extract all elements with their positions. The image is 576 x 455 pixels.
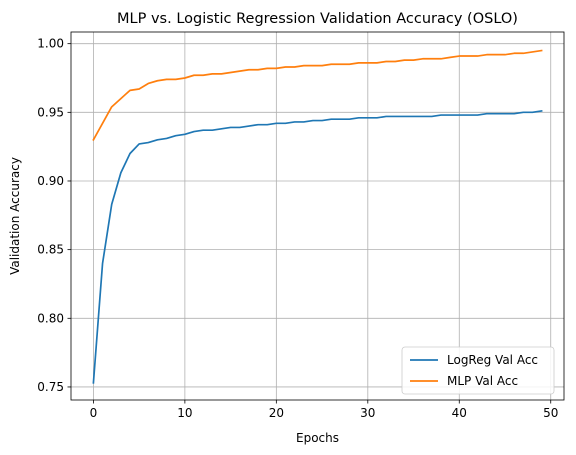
x-tick-label: 20 xyxy=(269,406,284,420)
legend-label-logreg: LogReg Val Acc xyxy=(447,353,538,367)
legend-box xyxy=(401,346,555,395)
series-line-mlp-val-acc xyxy=(92,49,543,141)
chart-title: MLP vs. Logistic Regression Validation A… xyxy=(117,11,518,27)
y-tick-label: 0.95 xyxy=(37,105,64,119)
y-tick-label: 0.85 xyxy=(37,243,64,257)
series-line-logreg-val-acc xyxy=(92,109,543,384)
axes-layer: 0 10 20 30 40 50 0.75 0.80 0.85 0.90 0.95 1.00 xyxy=(37,31,565,420)
grid-layer xyxy=(71,32,564,400)
y-tick-label: 0.80 xyxy=(37,311,64,325)
y-tick-label: 0.90 xyxy=(37,174,64,188)
series-layer xyxy=(92,49,543,384)
x-axis-label: Epochs xyxy=(296,431,339,445)
legend-label-mlp: MLP Val Acc xyxy=(447,374,518,388)
plot-frame xyxy=(70,31,565,401)
x-tick-label: 50 xyxy=(543,406,558,420)
x-tick-label: 0 xyxy=(90,406,98,420)
y-axis-label: Validation Accuracy xyxy=(8,157,22,275)
y-tick-label: 1.00 xyxy=(37,37,64,51)
x-tick-label: 30 xyxy=(360,406,375,420)
x-tick-label: 40 xyxy=(452,406,467,420)
x-tick-label: 10 xyxy=(177,406,192,420)
legend: LogReg Val Acc MLP Val Acc xyxy=(401,346,555,395)
y-tick-label: 0.75 xyxy=(37,380,64,394)
